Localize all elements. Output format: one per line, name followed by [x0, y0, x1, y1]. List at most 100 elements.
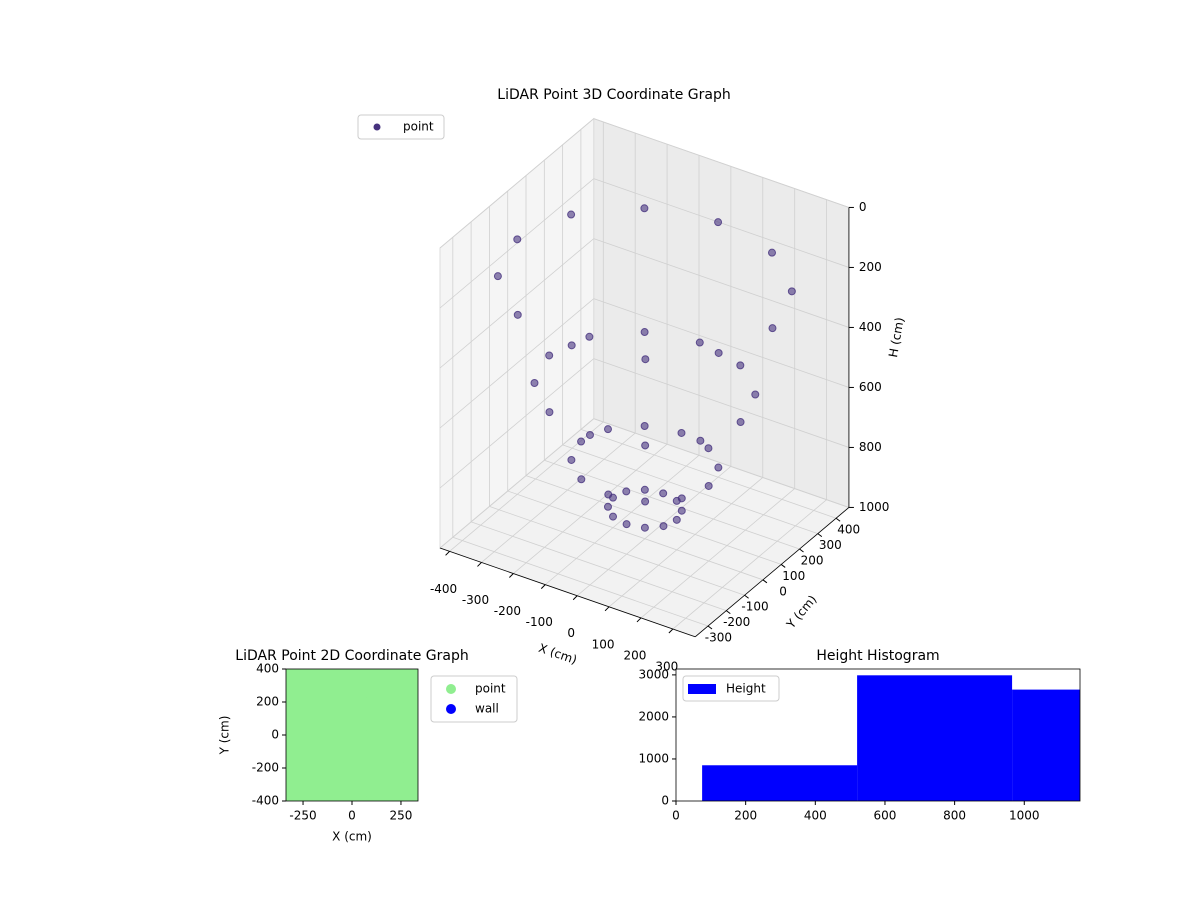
- y-tick-label: 400: [256, 662, 279, 676]
- point: [677, 506, 686, 515]
- y-tick: [817, 533, 823, 538]
- y-tick-label: -400: [252, 794, 279, 808]
- point: [513, 235, 522, 244]
- z-tick-label: 800: [859, 440, 882, 454]
- y-tick-label: -200: [252, 761, 279, 775]
- grid-line: [513, 443, 668, 574]
- point: [714, 463, 723, 472]
- x-tick-label: -200: [494, 604, 521, 618]
- axes-frame: [675, 668, 1081, 802]
- legend-label: Height: [726, 682, 766, 696]
- chart-3d: -400-300-200-1000100200300-300-200-10001…: [357, 87, 907, 674]
- legend-marker: [373, 123, 381, 131]
- grid-line: [593, 298, 850, 388]
- grid-line: [507, 490, 764, 581]
- y-tick: [799, 548, 804, 553]
- y-tick: [726, 610, 731, 615]
- point: [714, 218, 723, 227]
- grid-line: [489, 506, 745, 596]
- y-tick: [707, 625, 713, 630]
- point: [585, 332, 594, 341]
- point: [513, 310, 522, 319]
- axis-line: [694, 507, 850, 638]
- grid-line: [593, 418, 850, 508]
- y-tick-label: 0: [271, 728, 279, 742]
- grid-line: [439, 418, 594, 549]
- y-tick-label: 2000: [638, 709, 669, 723]
- x-tick-label: 250: [390, 809, 413, 823]
- point: [640, 523, 649, 532]
- bar: [702, 765, 858, 801]
- x-tick-label: 200: [624, 648, 647, 662]
- y-tick-label: 0: [661, 794, 669, 808]
- point: [736, 361, 745, 370]
- points: [493, 204, 796, 532]
- point: [704, 481, 713, 490]
- y-tick-label: 100: [782, 569, 805, 583]
- y-tick-label: -100: [741, 600, 768, 614]
- point: [603, 425, 612, 434]
- x-tick-label: 800: [943, 809, 966, 823]
- x-tick: [509, 573, 514, 578]
- grid-line: [640, 488, 795, 619]
- legend-box: [357, 114, 445, 140]
- point: [641, 355, 650, 364]
- y-tick-label: 0: [779, 584, 787, 598]
- point: [696, 436, 705, 445]
- axis-line: [439, 547, 696, 638]
- bars: [702, 675, 1080, 801]
- point: [567, 210, 576, 219]
- point: [641, 441, 650, 450]
- z-tick-label: 1000: [859, 500, 890, 514]
- grid-line: [562, 444, 818, 534]
- legend-box: [682, 675, 780, 702]
- points: [286, 669, 418, 801]
- point: [622, 520, 631, 529]
- x-tick: [477, 562, 482, 567]
- x-tick-label: -250: [289, 809, 316, 823]
- point: [530, 378, 539, 387]
- x-tick: [572, 595, 578, 601]
- y-tick: [762, 579, 768, 584]
- y-axis-label: Y (cm): [218, 716, 232, 756]
- point: [603, 502, 612, 511]
- x-tick-label: 200: [734, 809, 757, 823]
- y-tick-label: -200: [723, 615, 750, 629]
- legend-label: point: [403, 120, 434, 134]
- z-tick-label: 0: [859, 200, 867, 214]
- y-tick: [780, 564, 786, 568]
- chart-2d: -250 0 250 -400 -200 0 200 400 X (cm) Y (cm) LiDAR…: [218, 648, 518, 844]
- y-tick-label: 300: [819, 538, 842, 552]
- x-tick: [636, 617, 642, 623]
- point: [704, 444, 713, 453]
- grid-line: [470, 521, 727, 611]
- point: [677, 428, 686, 437]
- point: [545, 408, 554, 417]
- x-tick-label: 100: [592, 637, 615, 651]
- x-tick: [668, 628, 674, 634]
- grid-line: [593, 238, 850, 328]
- x-tick-label: 0: [567, 626, 575, 640]
- grid-line: [439, 238, 594, 369]
- point: [604, 490, 613, 499]
- point: [751, 390, 760, 399]
- point: [493, 272, 502, 281]
- grid-line: [525, 475, 782, 565]
- point: [567, 455, 576, 464]
- y-tick-label: 200: [801, 554, 824, 568]
- y-tick-label: 400: [837, 523, 860, 537]
- point: [672, 515, 681, 524]
- point: [736, 418, 745, 427]
- legend-marker: [446, 684, 456, 694]
- x-tick: [604, 606, 610, 612]
- point: [695, 338, 704, 347]
- point: [358, 669, 385, 682]
- chart-histogram: 0 200 400 600 800 1000 0 1000 2000 3000 Height His…: [638, 648, 1081, 823]
- y-axis-label: Y (cm): [783, 592, 819, 631]
- y-tick-label: 200: [256, 695, 279, 709]
- legend-marker: [446, 704, 456, 714]
- point: [640, 485, 649, 494]
- point: [577, 437, 586, 446]
- point: [640, 422, 649, 431]
